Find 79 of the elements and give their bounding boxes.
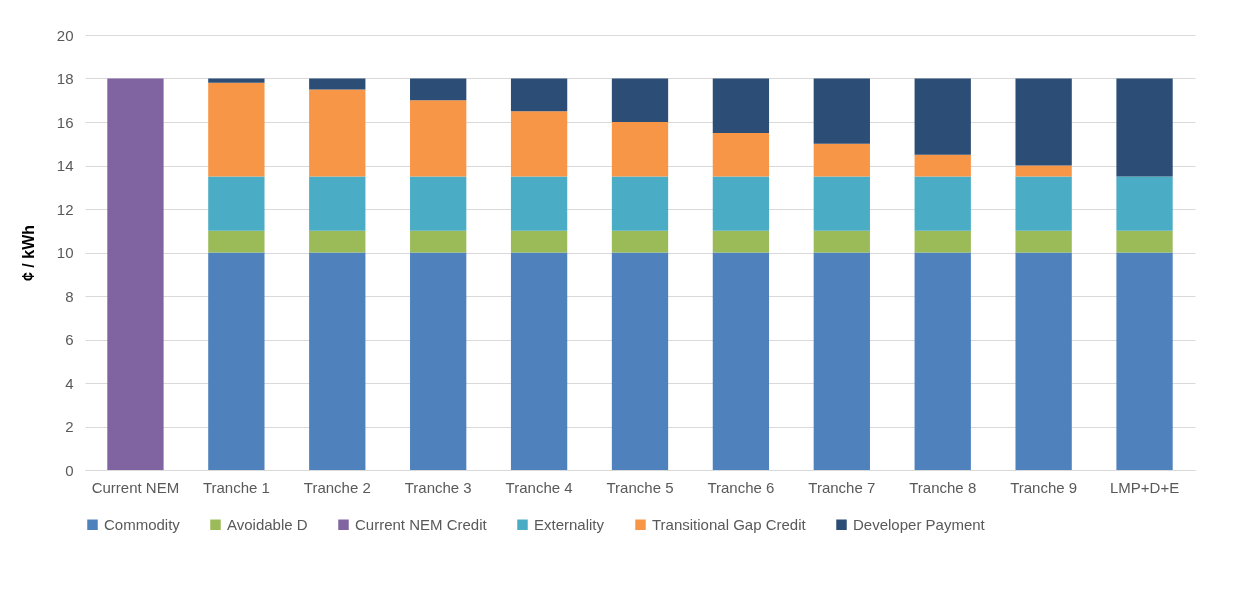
bar <box>107 78 164 470</box>
bar <box>1015 78 1072 166</box>
bar <box>914 78 971 155</box>
legend-label: Commodity <box>104 515 181 533</box>
y-axis-title: ¢ / kWh <box>19 224 37 282</box>
bar <box>510 176 568 231</box>
bar <box>309 176 366 231</box>
bar <box>712 132 770 177</box>
y-tick-label: 4 <box>65 374 74 392</box>
bar <box>813 252 870 470</box>
y-tick-label: 16 <box>56 113 74 131</box>
bar <box>1116 252 1173 470</box>
bar <box>611 176 669 231</box>
bar <box>309 78 366 90</box>
y-tick-label: 10 <box>56 244 74 261</box>
bar <box>208 230 265 253</box>
bar <box>712 78 770 133</box>
bar <box>611 122 669 177</box>
bar <box>813 176 870 231</box>
x-tick-label: Tranche 2 <box>303 478 371 496</box>
y-tick-label: 8 <box>65 287 74 305</box>
bar <box>914 154 971 177</box>
y-tick-label: 18 <box>56 70 74 87</box>
bar <box>208 176 265 231</box>
x-tick-label: Tranche 5 <box>606 478 674 496</box>
x-tick-label: Current NEM <box>91 478 180 496</box>
bar <box>410 230 467 253</box>
bar <box>1015 230 1072 253</box>
y-tick-label: 6 <box>65 331 74 348</box>
bar <box>510 252 568 470</box>
bar <box>813 78 870 144</box>
bar <box>611 252 669 470</box>
bar <box>611 230 669 253</box>
bar <box>1116 78 1173 177</box>
x-tick-label: Tranche 4 <box>505 478 573 496</box>
bar <box>410 176 467 231</box>
bar <box>1015 252 1072 470</box>
x-tick-label: Tranche 9 <box>1010 478 1078 496</box>
y-tick-label: 14 <box>56 157 74 174</box>
legend-label: Avoidable D <box>227 515 308 533</box>
bar <box>309 230 366 253</box>
bar <box>813 230 870 253</box>
bar <box>914 252 971 470</box>
y-tick-label: 2 <box>65 418 74 435</box>
legend-label: Developer Payment <box>853 515 986 533</box>
bar <box>510 230 568 253</box>
bar <box>510 111 568 177</box>
legend-label: Externality <box>534 515 605 533</box>
y-tick-label: 0 <box>65 461 74 479</box>
bar <box>309 252 366 470</box>
bar <box>712 176 770 231</box>
x-tick-label: LMP+D+E <box>1109 478 1180 496</box>
y-tick-label: 12 <box>56 200 74 218</box>
bar <box>813 143 870 177</box>
bar <box>410 100 467 177</box>
bar <box>208 252 265 470</box>
bar <box>611 78 669 122</box>
x-tick-label: Tranche 3 <box>404 478 472 496</box>
bar <box>1116 230 1173 253</box>
bar <box>914 176 971 231</box>
bar <box>712 230 770 253</box>
bar <box>1015 165 1072 177</box>
x-tick-label: Tranche 7 <box>808 478 876 496</box>
bar <box>1116 176 1173 231</box>
bar <box>914 230 971 253</box>
x-tick-label: Tranche 1 <box>202 478 270 496</box>
x-tick-label: Tranche 8 <box>909 478 977 496</box>
bar <box>208 78 265 83</box>
bar <box>510 78 568 112</box>
x-tick-label: Tranche 6 <box>707 478 775 496</box>
bar <box>410 252 467 470</box>
bar <box>208 82 265 177</box>
legend-label: Current NEM Credit <box>355 515 488 533</box>
y-tick-label: 20 <box>56 26 74 44</box>
bar <box>309 89 366 177</box>
bar <box>712 252 770 470</box>
legend-label: Transitional Gap Credit <box>652 515 807 533</box>
bar <box>1015 176 1072 231</box>
bar <box>410 78 467 101</box>
